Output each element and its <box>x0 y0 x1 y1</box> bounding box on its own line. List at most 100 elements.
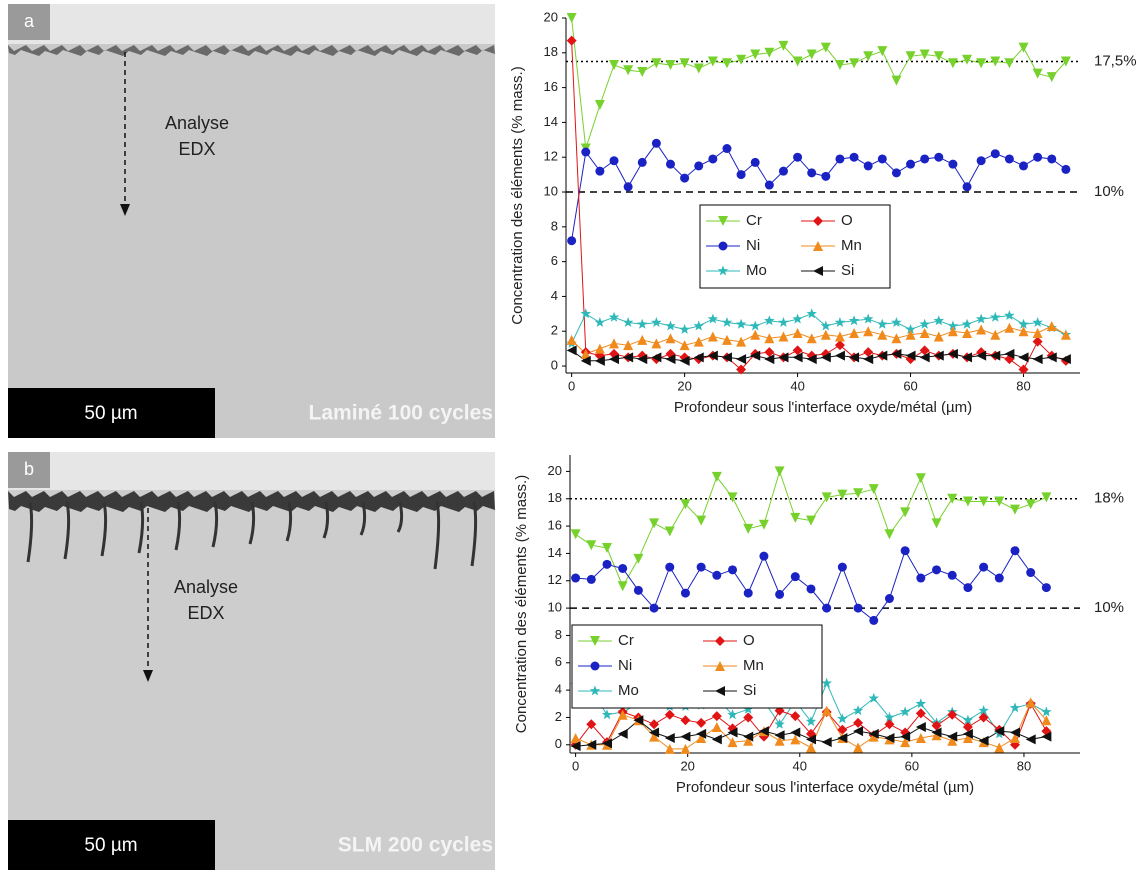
data-point <box>1009 732 1020 743</box>
data-point <box>963 583 973 593</box>
data-point <box>1018 364 1029 375</box>
data-point <box>1046 352 1057 363</box>
data-point <box>570 529 581 540</box>
data-point <box>778 352 789 363</box>
data-point <box>743 703 754 714</box>
data-point <box>915 698 927 709</box>
data-point <box>790 711 801 722</box>
data-point <box>566 334 577 345</box>
data-point <box>848 315 860 326</box>
reference-label: 18% <box>1094 490 1124 507</box>
y-tick-label: 0 <box>551 357 558 372</box>
crack <box>26 501 34 563</box>
data-point <box>1041 706 1052 717</box>
data-point <box>696 717 707 728</box>
data-point <box>837 489 848 500</box>
data-point <box>601 542 612 553</box>
data-point <box>919 345 930 356</box>
data-point <box>711 471 722 482</box>
data-point <box>679 355 690 366</box>
data-point <box>990 311 1001 322</box>
data-point <box>581 147 591 157</box>
legend-label: Mn <box>743 657 764 674</box>
data-point <box>750 49 761 60</box>
y-tick-label: 2 <box>555 709 562 724</box>
y-tick-label: 0 <box>555 736 562 751</box>
data-point <box>696 562 706 572</box>
legend-marker <box>813 216 823 226</box>
data-point <box>834 317 846 327</box>
legend-marker <box>718 216 728 226</box>
data-point <box>849 352 860 363</box>
data-point <box>868 692 879 703</box>
data-point <box>696 728 707 739</box>
data-point <box>750 350 761 361</box>
data-point <box>711 722 722 733</box>
x-tick-label: 40 <box>793 758 807 773</box>
legend-label: Mn <box>841 237 862 254</box>
data-point <box>750 320 761 331</box>
x-tick-label: 60 <box>905 758 919 773</box>
y-tick-label: 4 <box>551 288 558 303</box>
data-point <box>947 58 958 69</box>
data-point <box>877 46 888 57</box>
data-point <box>609 156 619 166</box>
data-point <box>680 588 690 598</box>
y-tick-label: 12 <box>548 572 562 587</box>
data-point <box>566 345 577 356</box>
data-point <box>679 58 690 69</box>
data-point <box>736 354 747 365</box>
data-point <box>849 327 860 338</box>
data-point <box>649 518 660 529</box>
micrograph <box>8 4 495 438</box>
data-point <box>821 677 832 688</box>
x-tick-label: 20 <box>680 758 694 773</box>
data-point <box>1009 702 1021 713</box>
data-point <box>707 331 718 342</box>
data-point <box>571 573 581 583</box>
data-point <box>821 705 832 716</box>
data-point <box>1018 318 1029 329</box>
data-point <box>933 331 944 342</box>
data-point <box>774 735 785 746</box>
data-point <box>570 732 581 743</box>
data-point <box>665 333 676 344</box>
data-point <box>618 563 628 573</box>
data-point <box>693 352 704 363</box>
data-point <box>637 157 647 167</box>
data-point <box>863 326 874 337</box>
data-point <box>931 720 942 731</box>
data-point <box>1046 72 1057 83</box>
y-tick-label: 2 <box>551 323 558 338</box>
crack <box>248 501 256 545</box>
data-point <box>793 152 803 162</box>
data-point <box>778 166 788 176</box>
sample-caption: Laminé 100 cycles <box>309 402 493 425</box>
data-point <box>1033 152 1043 162</box>
data-point <box>665 354 676 365</box>
data-point <box>863 347 874 358</box>
data-point <box>649 603 659 613</box>
data-point <box>990 329 1001 340</box>
data-point <box>990 56 1001 67</box>
data-point <box>863 313 874 324</box>
data-point <box>947 570 957 580</box>
reference-label: 10% <box>1094 599 1124 616</box>
x-tick-label: 0 <box>572 758 579 773</box>
panel-label: b <box>24 459 34 479</box>
data-point <box>609 59 620 70</box>
y-tick-label: 10 <box>544 183 558 198</box>
data-point <box>978 735 989 746</box>
data-point <box>580 348 591 359</box>
data-point <box>1004 310 1015 320</box>
data-point <box>852 705 864 716</box>
data-point <box>790 512 801 523</box>
data-point <box>1032 327 1043 338</box>
data-point <box>820 329 831 340</box>
data-point <box>900 546 910 556</box>
data-point <box>764 354 775 365</box>
scale-bar-label: 50 µm <box>84 403 137 424</box>
legend-marker <box>715 686 725 696</box>
